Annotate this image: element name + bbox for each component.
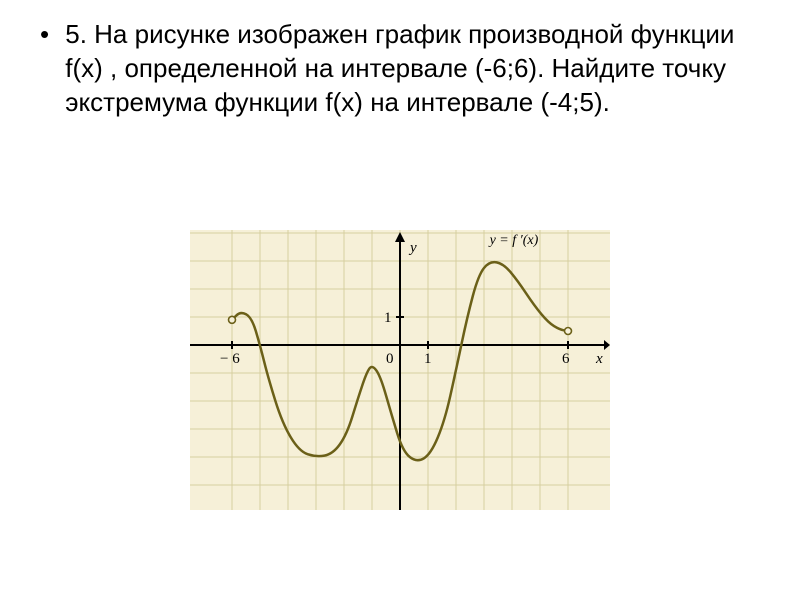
chart-svg: y x 1 0 1 − 6 6 y = f ′(x) [190, 230, 610, 510]
svg-text:1: 1 [384, 310, 392, 326]
problem-statement: На рисунке изображен график производной … [65, 19, 734, 117]
bullet: • [40, 18, 58, 52]
svg-text:x: x [595, 351, 603, 367]
derivative-chart: y x 1 0 1 − 6 6 y = f ′(x) [190, 230, 610, 510]
svg-text:y: y [408, 240, 417, 256]
svg-text:− 6: − 6 [220, 351, 240, 367]
problem-body: 5. На рисунке изображен график производн… [65, 18, 765, 119]
svg-text:1: 1 [424, 351, 432, 367]
svg-text:0: 0 [386, 351, 394, 367]
problem-number: 5. [65, 19, 87, 49]
problem-text: • 5. На рисунке изображен график произво… [40, 18, 770, 119]
svg-text:6: 6 [562, 351, 570, 367]
svg-text:y = f ′(x): y = f ′(x) [488, 233, 539, 248]
